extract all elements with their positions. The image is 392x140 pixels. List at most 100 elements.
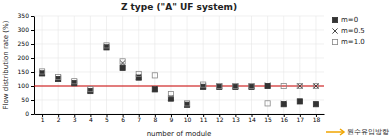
point — [281, 101, 286, 106]
tick: 0 — [25, 110, 34, 117]
tick: 5 — [105, 114, 109, 123]
chart: 1234567891011121314151617180501001502002… — [0, 0, 392, 140]
point — [313, 83, 318, 88]
tick-label: 50 — [21, 96, 29, 103]
legend-label: m=0 — [341, 16, 358, 24]
point — [88, 88, 93, 93]
arrow-shaft — [326, 131, 344, 133]
tick-mark — [31, 86, 34, 87]
tick-label: 11 — [200, 116, 208, 123]
point — [217, 84, 222, 89]
tick-label: 1 — [41, 116, 45, 123]
point — [184, 102, 189, 107]
y-axis-title: Flow distribution rate (%) — [2, 20, 10, 109]
grid-line-y — [34, 114, 324, 115]
series — [39, 45, 318, 108]
point — [39, 69, 44, 74]
axis-line — [35, 114, 325, 115]
tick: 50 — [21, 96, 34, 103]
point — [201, 83, 206, 88]
grid-line-x — [106, 16, 107, 114]
grid-line-y — [34, 100, 324, 101]
tick: 14 — [248, 114, 256, 123]
point — [104, 43, 109, 48]
point — [281, 83, 286, 88]
point — [152, 86, 157, 91]
point — [265, 83, 270, 88]
tick: 18 — [313, 114, 321, 123]
annotation: 원수유입방향 — [326, 128, 389, 136]
tick: 250 — [18, 40, 34, 47]
tick-mark — [31, 100, 34, 101]
series — [39, 43, 318, 106]
point — [249, 83, 254, 88]
tick: 100 — [18, 82, 34, 89]
tick-label: 8 — [153, 116, 157, 123]
tick-label: 7 — [137, 116, 141, 123]
tick: 200 — [18, 54, 34, 61]
point — [217, 83, 222, 88]
point — [104, 45, 109, 50]
point — [233, 83, 238, 88]
tick-mark — [31, 44, 34, 45]
tick-label: 14 — [248, 116, 256, 123]
grid-line-y — [34, 58, 324, 59]
legend-symbol — [332, 17, 337, 22]
legend-symbol — [332, 28, 337, 33]
tick-label: 150 — [18, 68, 30, 75]
point — [265, 101, 270, 106]
tick: 3 — [73, 114, 77, 123]
legend-item: m=0 — [332, 16, 358, 24]
point — [120, 60, 125, 65]
tick-label: 17 — [297, 116, 305, 123]
point — [56, 74, 61, 79]
tick: 15 — [264, 114, 272, 123]
tick: 13 — [232, 114, 240, 123]
tick-label: 18 — [313, 116, 321, 123]
point — [168, 95, 173, 100]
grid-line-x — [235, 16, 236, 114]
grid-line-y — [34, 72, 324, 73]
point — [249, 83, 254, 88]
tick-label: 300 — [18, 26, 30, 33]
point — [120, 65, 125, 70]
grid-line-x — [74, 16, 75, 114]
grid-line-x — [267, 16, 268, 114]
tick-label: 10 — [184, 116, 192, 123]
grid-line-y — [34, 30, 324, 31]
tick-label: 5 — [105, 116, 109, 123]
point — [168, 92, 173, 97]
tick-label: 0 — [25, 110, 29, 117]
grid-line-x — [90, 16, 91, 114]
grid-line-x — [42, 16, 43, 114]
point — [72, 79, 77, 84]
point — [136, 71, 141, 76]
point — [313, 102, 318, 107]
point — [88, 86, 93, 91]
tick-label: 16 — [280, 116, 288, 123]
tick-mark — [31, 72, 34, 73]
tick-label: 350 — [18, 12, 30, 19]
grid-line-y — [34, 16, 324, 17]
grid-line-x — [138, 16, 139, 114]
tick: 4 — [89, 114, 93, 123]
axis-line — [34, 17, 35, 115]
grid-line-y — [34, 44, 324, 45]
tick-mark — [31, 58, 34, 59]
grid-line-x — [251, 16, 252, 114]
tick-label: 100 — [18, 82, 30, 89]
tick-label: 200 — [18, 54, 30, 61]
data-layer — [34, 43, 324, 108]
title: Z type ("A" UF system) — [121, 2, 237, 12]
tick-label: 6 — [121, 116, 125, 123]
legend-item: m=0.5 — [332, 27, 364, 35]
tick: 300 — [18, 26, 34, 33]
legend-label: m=1.0 — [341, 38, 365, 46]
grid-line-x — [203, 16, 204, 114]
grid-line-x — [187, 16, 188, 114]
point — [72, 81, 77, 86]
point — [233, 83, 238, 88]
tick: 12 — [216, 114, 224, 123]
x-axis-title: number of module — [147, 130, 212, 138]
tick: 1 — [41, 114, 45, 123]
